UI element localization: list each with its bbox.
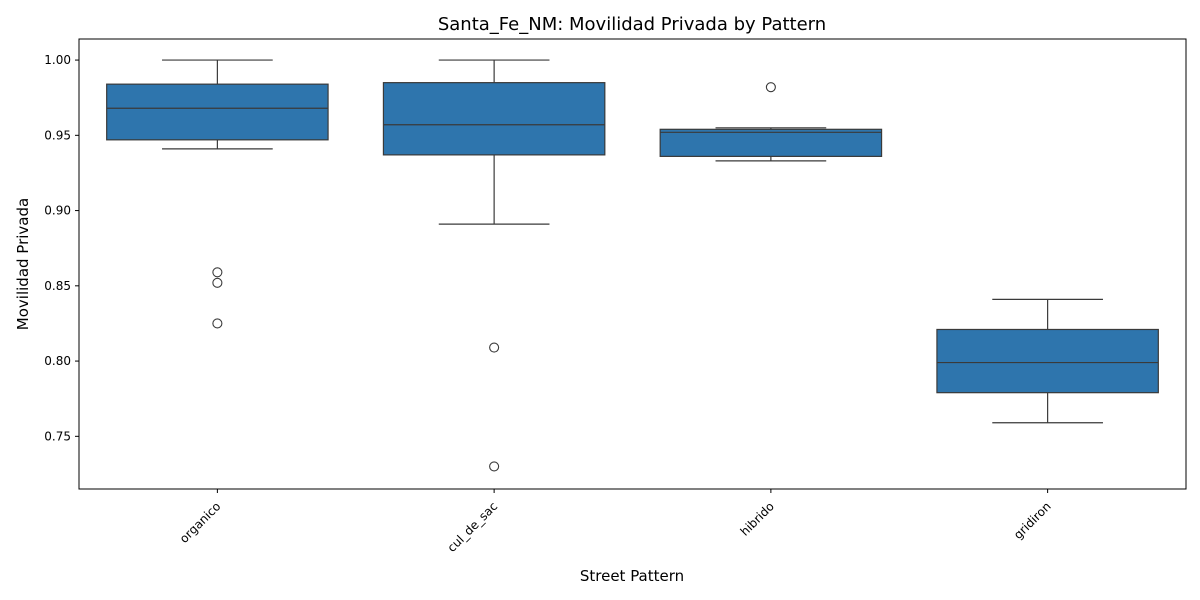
x-tick-label: cul_de_sac bbox=[445, 499, 501, 555]
x-axis-label: Street Pattern bbox=[580, 567, 684, 585]
x-tick-label: organico bbox=[177, 499, 224, 546]
y-tick-label: 0.80 bbox=[44, 354, 71, 368]
x-tick-label: hibrido bbox=[738, 499, 777, 538]
y-tick-label: 1.00 bbox=[44, 53, 71, 67]
y-tick-label: 0.85 bbox=[44, 279, 71, 293]
outlier-point bbox=[212, 277, 223, 288]
outlier-point bbox=[489, 461, 500, 472]
plot-area bbox=[106, 59, 1159, 472]
outlier-point bbox=[765, 82, 776, 93]
box-iqr bbox=[382, 82, 606, 156]
box-group-cul_de_sac bbox=[382, 59, 606, 472]
y-tick-label: 0.95 bbox=[44, 128, 71, 142]
y-tick-label: 0.75 bbox=[44, 429, 71, 443]
y-axis-label: Movilidad Privada bbox=[14, 198, 32, 330]
chart-title: Santa_Fe_NM: Movilidad Privada by Patter… bbox=[438, 14, 826, 35]
plot-frame bbox=[78, 38, 1187, 490]
box-group-hibrido bbox=[659, 82, 883, 162]
box-iqr bbox=[659, 128, 883, 157]
outlier-point bbox=[489, 342, 500, 353]
box-iqr bbox=[936, 328, 1159, 394]
y-axis: 0.75 0.80 0.85 0.90 0.95 1.00 bbox=[44, 53, 79, 443]
outlier-point bbox=[212, 267, 223, 278]
outlier-point bbox=[212, 318, 223, 329]
box-iqr bbox=[106, 83, 329, 141]
x-tick-label: gridiron bbox=[1011, 499, 1054, 542]
box-group-gridiron bbox=[936, 298, 1159, 424]
y-tick-label: 0.90 bbox=[44, 204, 71, 218]
x-axis: organico cul_de_sac hibrido gridiron bbox=[177, 489, 1054, 555]
box-group-organico bbox=[106, 59, 329, 329]
